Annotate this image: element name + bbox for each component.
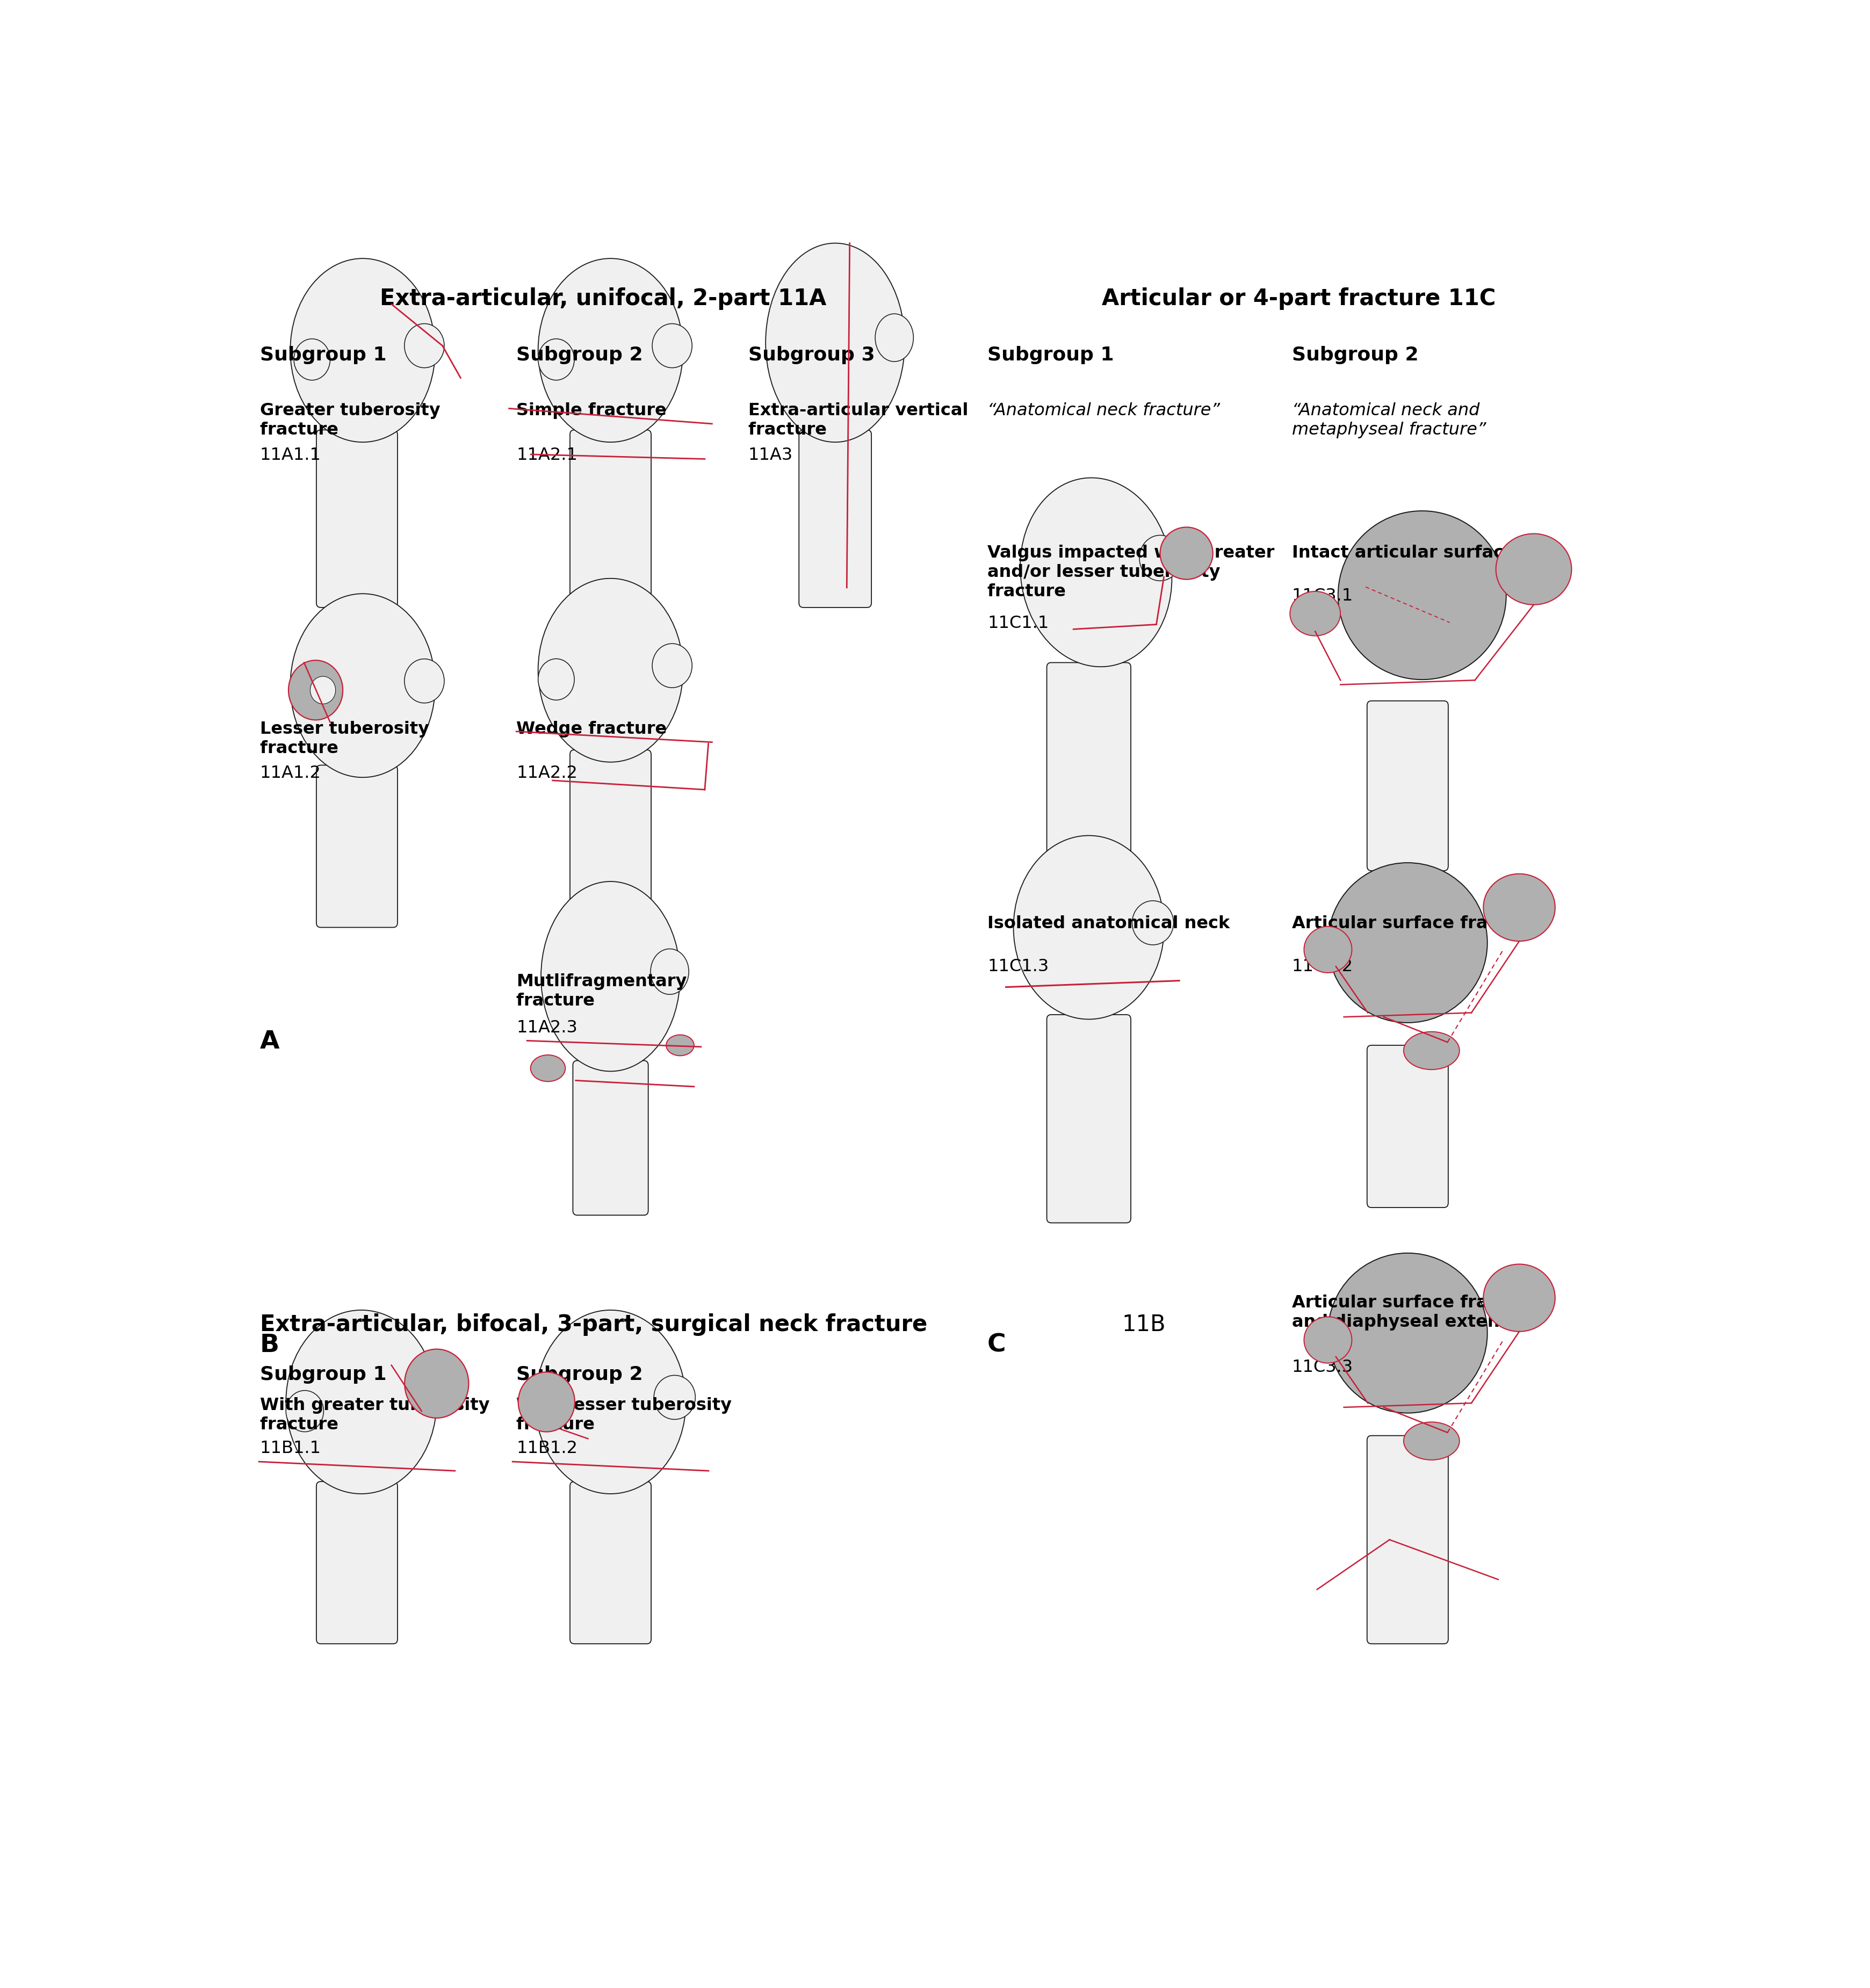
- Text: Subgroup 2: Subgroup 2: [516, 346, 643, 364]
- Text: Subgroup 2: Subgroup 2: [516, 1366, 643, 1384]
- Text: 11A2.3: 11A2.3: [516, 1020, 578, 1036]
- Text: 11A1.2: 11A1.2: [260, 765, 322, 781]
- Text: 11A2.1: 11A2.1: [516, 447, 578, 463]
- Ellipse shape: [1303, 926, 1352, 972]
- FancyBboxPatch shape: [570, 749, 651, 926]
- Text: Extra-articular vertical
fracture: Extra-articular vertical fracture: [748, 402, 969, 437]
- Ellipse shape: [653, 324, 692, 368]
- Text: “Anatomical neck fracture”: “Anatomical neck fracture”: [987, 402, 1219, 419]
- Text: Subgroup 3: Subgroup 3: [748, 346, 875, 364]
- Text: 11C1.1: 11C1.1: [987, 614, 1049, 632]
- Ellipse shape: [286, 1390, 324, 1431]
- Ellipse shape: [404, 1350, 469, 1417]
- Text: Lesser tuberosity
fracture: Lesser tuberosity fracture: [260, 722, 428, 757]
- Ellipse shape: [290, 594, 436, 777]
- Ellipse shape: [651, 948, 688, 994]
- FancyBboxPatch shape: [1367, 1435, 1447, 1644]
- Text: Mutlifragmentary
fracture: Mutlifragmentary fracture: [516, 974, 686, 1010]
- Text: 11A1.1: 11A1.1: [260, 447, 322, 463]
- Text: Articular surface fracture: Articular surface fracture: [1292, 914, 1539, 932]
- Ellipse shape: [539, 338, 574, 380]
- Ellipse shape: [1131, 901, 1174, 944]
- Ellipse shape: [1496, 533, 1571, 604]
- FancyBboxPatch shape: [1047, 662, 1131, 871]
- Text: 11C3.1: 11C3.1: [1292, 588, 1354, 604]
- Text: Intact articular surface: Intact articular surface: [1292, 545, 1515, 561]
- Text: A: A: [260, 1030, 279, 1054]
- Text: 11C1.3: 11C1.3: [987, 958, 1049, 974]
- Ellipse shape: [1483, 1264, 1556, 1332]
- FancyBboxPatch shape: [1047, 1014, 1131, 1223]
- FancyBboxPatch shape: [316, 765, 398, 926]
- Text: Subgroup 1: Subgroup 1: [987, 346, 1115, 364]
- Ellipse shape: [1328, 1252, 1487, 1413]
- Ellipse shape: [286, 1310, 438, 1493]
- Text: Greater tuberosity
fracture: Greater tuberosity fracture: [260, 402, 439, 437]
- Text: 11B1.1: 11B1.1: [260, 1439, 322, 1457]
- Text: 11C3.3: 11C3.3: [1292, 1360, 1354, 1376]
- Text: 11A3: 11A3: [748, 447, 793, 463]
- Text: C: C: [987, 1334, 1006, 1358]
- Ellipse shape: [1404, 1032, 1459, 1070]
- Text: Isolated anatomical neck: Isolated anatomical neck: [987, 914, 1230, 932]
- Ellipse shape: [653, 644, 692, 688]
- Ellipse shape: [404, 324, 445, 368]
- Ellipse shape: [518, 1372, 574, 1431]
- Ellipse shape: [765, 243, 905, 441]
- Ellipse shape: [404, 658, 445, 704]
- Text: With greater tuberosity
fracture: With greater tuberosity fracture: [260, 1398, 490, 1433]
- Ellipse shape: [1339, 511, 1505, 680]
- FancyBboxPatch shape: [316, 429, 398, 608]
- Text: 11B: 11B: [1122, 1314, 1167, 1336]
- Text: B: B: [260, 1334, 279, 1358]
- Ellipse shape: [539, 579, 683, 761]
- Text: Extra-articular, bifocal, 3-part, surgical neck fracture: Extra-articular, bifocal, 3-part, surgic…: [260, 1314, 935, 1336]
- Text: Subgroup 2: Subgroup 2: [1292, 346, 1417, 364]
- FancyBboxPatch shape: [570, 1481, 651, 1644]
- Ellipse shape: [310, 676, 335, 704]
- FancyBboxPatch shape: [316, 1481, 398, 1644]
- Text: Wedge fracture: Wedge fracture: [516, 722, 673, 738]
- Text: Articular surface fracture
and diaphyseal extension: Articular surface fracture and diaphysea…: [1292, 1294, 1539, 1330]
- Text: Valgus impacted with greater
and/or lesser tuberosity
fracture: Valgus impacted with greater and/or less…: [987, 545, 1275, 600]
- Ellipse shape: [539, 658, 574, 700]
- Text: 11C3.2: 11C3.2: [1292, 958, 1354, 974]
- Ellipse shape: [654, 1376, 696, 1419]
- Ellipse shape: [539, 258, 683, 441]
- Ellipse shape: [540, 881, 681, 1072]
- Text: Extra-articular, unifocal, 2-part 11A: Extra-articular, unifocal, 2-part 11A: [380, 288, 827, 310]
- Ellipse shape: [290, 258, 436, 441]
- Text: 11A2.2: 11A2.2: [516, 765, 578, 781]
- Ellipse shape: [1290, 590, 1341, 636]
- Ellipse shape: [666, 1036, 694, 1056]
- Text: Subgroup 1: Subgroup 1: [260, 346, 387, 364]
- Text: With lesser tuberosity
fracture: With lesser tuberosity fracture: [516, 1398, 731, 1433]
- Text: 11B1.2: 11B1.2: [516, 1439, 578, 1457]
- Ellipse shape: [1139, 535, 1180, 580]
- Ellipse shape: [1014, 835, 1165, 1020]
- FancyBboxPatch shape: [570, 429, 651, 608]
- Ellipse shape: [1303, 1316, 1352, 1364]
- FancyBboxPatch shape: [1367, 702, 1447, 871]
- Ellipse shape: [288, 660, 342, 720]
- Text: Subgroup 1: Subgroup 1: [260, 1366, 387, 1384]
- FancyBboxPatch shape: [572, 1060, 649, 1215]
- Text: Simple fracture: Simple fracture: [516, 402, 673, 419]
- Ellipse shape: [1483, 875, 1556, 940]
- Ellipse shape: [1021, 477, 1172, 666]
- Ellipse shape: [875, 314, 913, 362]
- Ellipse shape: [294, 338, 331, 380]
- Ellipse shape: [1328, 863, 1487, 1022]
- Ellipse shape: [1159, 527, 1214, 579]
- FancyBboxPatch shape: [798, 429, 871, 608]
- Ellipse shape: [531, 1056, 565, 1081]
- Text: “Anatomical neck and
metaphyseal fracture”: “Anatomical neck and metaphyseal fractur…: [1292, 402, 1487, 437]
- Ellipse shape: [1404, 1421, 1459, 1459]
- FancyBboxPatch shape: [1367, 1046, 1447, 1207]
- Ellipse shape: [535, 1310, 686, 1493]
- Text: Articular or 4-part fracture 11C: Articular or 4-part fracture 11C: [1101, 288, 1496, 310]
